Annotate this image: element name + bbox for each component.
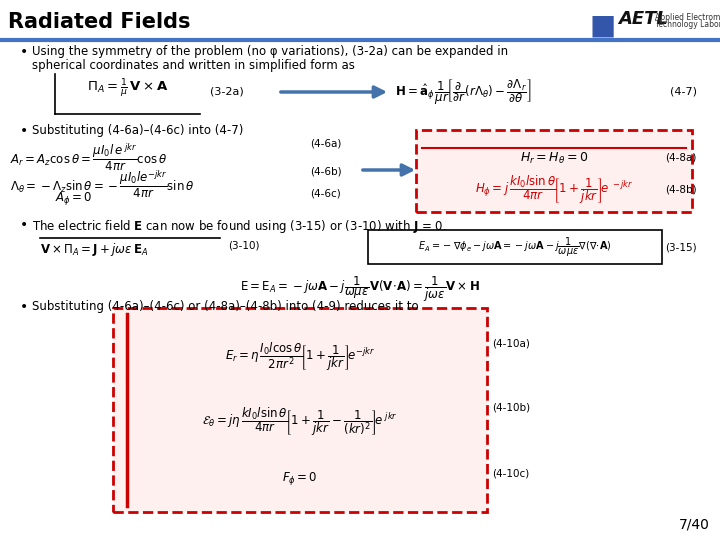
Text: Applied Electromagnetic: Applied Electromagnetic <box>655 13 720 22</box>
Text: $A_r = A_z\cos\theta = \dfrac{\mu I_0 l\,e^{\;jkr}}{4\pi r}\cos\theta$: $A_r = A_z\cos\theta = \dfrac{\mu I_0 l\… <box>10 141 168 173</box>
Text: Using the symmetry of the problem (no φ variations), (3-2a) can be expanded in: Using the symmetry of the problem (no φ … <box>32 45 508 58</box>
Text: (4-8b): (4-8b) <box>665 185 697 195</box>
Text: (4-10a): (4-10a) <box>492 338 530 348</box>
Text: $\Pi_A = \frac{1}{\mu}\,\mathbf{V} \times \mathbf{A}$: $\Pi_A = \frac{1}{\mu}\,\mathbf{V} \time… <box>87 77 168 99</box>
Text: $E_A = -\nabla\phi_e - j\omega\mathbf{A} = -j\omega\mathbf{A}-j\dfrac{1}{\omega\: $E_A = -\nabla\phi_e - j\omega\mathbf{A}… <box>418 235 612 259</box>
Text: $H_\phi = j\,\dfrac{kI_0 l\sin\theta}{4\pi r}\!\left[1+\dfrac{1}{jkr}\right]\!e^: $H_\phi = j\,\dfrac{kI_0 l\sin\theta}{4\… <box>474 173 633 206</box>
Text: (4-6c): (4-6c) <box>310 188 341 198</box>
Text: (3-2a): (3-2a) <box>210 87 244 97</box>
Text: (4-10c): (4-10c) <box>492 468 529 478</box>
Text: •: • <box>20 124 28 138</box>
Text: $F_\phi = 0$: $F_\phi = 0$ <box>282 470 318 487</box>
Text: $\mathcal{E}_\theta = j\eta\,\dfrac{kI_0 l\sin\theta}{4\pi r}\!\left[1+\dfrac{1}: $\mathcal{E}_\theta = j\eta\,\dfrac{kI_0… <box>202 405 398 438</box>
Text: (4-8a): (4-8a) <box>665 153 697 163</box>
FancyBboxPatch shape <box>113 308 487 512</box>
Text: 7/40: 7/40 <box>679 518 710 532</box>
Text: (3-15): (3-15) <box>665 242 697 252</box>
Text: (3-10): (3-10) <box>228 241 259 251</box>
Text: •: • <box>20 45 28 59</box>
Text: (4-6a): (4-6a) <box>310 139 341 149</box>
Text: AETL: AETL <box>618 10 668 28</box>
Text: (4-7): (4-7) <box>670 87 697 97</box>
Text: ■: ■ <box>590 12 616 40</box>
Text: $A_\phi = 0$: $A_\phi = 0$ <box>55 190 92 207</box>
Text: The electric field $\mathbf{E}$ can now be found using (3-15) or (3-10) with $\m: The electric field $\mathbf{E}$ can now … <box>32 218 447 235</box>
Text: •: • <box>20 300 28 314</box>
Text: $\mathbf{V}\times\Pi_A = \mathbf{J}+j\omega\varepsilon\,\mathbf{E}_A$: $\mathbf{V}\times\Pi_A = \mathbf{J}+j\om… <box>40 241 148 258</box>
FancyBboxPatch shape <box>368 230 662 264</box>
Text: Substituting (4-6a)–(4-6c) or (4-8a)–(4-8b) into (4-9) reduces it to: Substituting (4-6a)–(4-6c) or (4-8a)–(4-… <box>32 300 418 313</box>
Text: •: • <box>20 218 28 232</box>
Text: Technology Laboratory: Technology Laboratory <box>655 20 720 29</box>
Text: (4-10b): (4-10b) <box>492 403 530 413</box>
Text: spherical coordinates and written in simplified form as: spherical coordinates and written in sim… <box>32 59 355 72</box>
Text: $H_r = H_\theta = 0$: $H_r = H_\theta = 0$ <box>520 151 588 166</box>
Text: (4-6b): (4-6b) <box>310 166 341 176</box>
Text: $\Lambda_\theta = -\Lambda_z\sin\theta = -\dfrac{\mu I_0 l e^{-jkr}}{4\pi r}\sin: $\Lambda_\theta = -\Lambda_z\sin\theta =… <box>10 168 194 200</box>
Text: $\mathbf{H} = \hat{\mathbf{a}}_\phi\,\dfrac{1}{\mu r}\!\left[\dfrac{\partial}{\p: $\mathbf{H} = \hat{\mathbf{a}}_\phi\,\df… <box>395 77 531 107</box>
Text: $\mathrm{E}=\mathrm{E}_A = -j\omega\mathbf{A}-j\dfrac{1}{\omega\mu\varepsilon}\m: $\mathrm{E}=\mathrm{E}_A = -j\omega\math… <box>240 274 480 303</box>
Text: Radiated Fields: Radiated Fields <box>8 12 191 32</box>
Text: $E_r = \eta\,\dfrac{I_0 l\cos\theta}{2\pi r^2}\!\left[1+\dfrac{1}{jkr}\right]\!e: $E_r = \eta\,\dfrac{I_0 l\cos\theta}{2\p… <box>225 340 375 373</box>
FancyBboxPatch shape <box>416 130 692 212</box>
Text: Substituting (4-6a)–(4-6c) into (4-7): Substituting (4-6a)–(4-6c) into (4-7) <box>32 124 243 137</box>
